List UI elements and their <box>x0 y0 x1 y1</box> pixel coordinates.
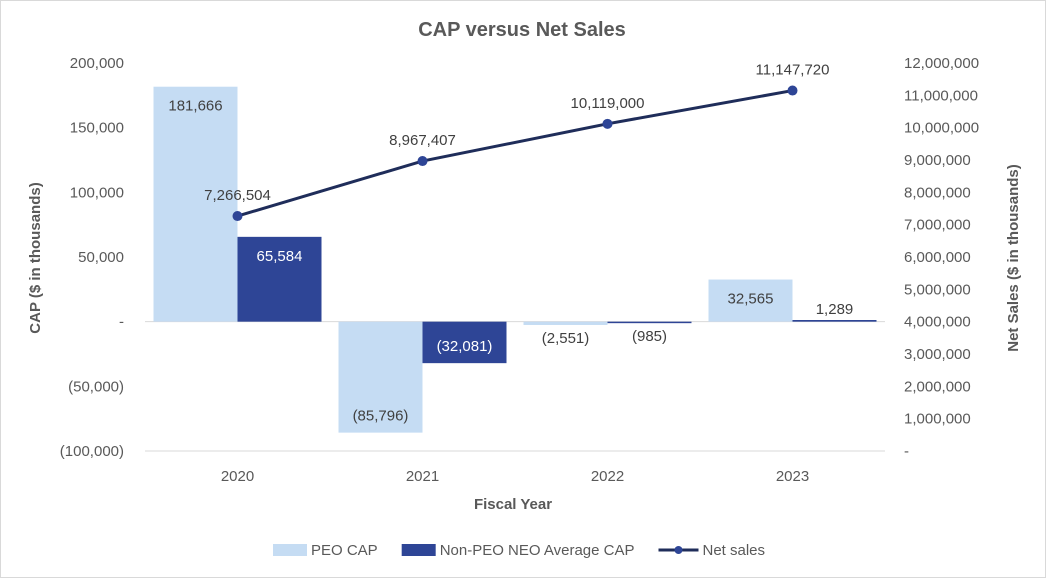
legend-marker <box>674 546 683 554</box>
net-sales-marker-2023 <box>787 85 798 96</box>
line-data-label: 11,147,720 <box>756 62 830 79</box>
y2-tick-label: 4,000,000 <box>904 314 971 331</box>
y2-tick-label: 11,000,000 <box>904 87 978 104</box>
bar-peo-cap-2023 <box>708 279 793 322</box>
chart-title: CAP versus Net Sales <box>418 19 626 41</box>
bar-non-peo-neo-average-cap-2022 <box>607 321 692 324</box>
line-data-label: 7,266,504 <box>204 187 271 204</box>
y2-tick-label: 12,000,000 <box>904 55 979 72</box>
line-data-label: 8,967,407 <box>389 132 456 149</box>
bar-non-peo-neo-average-cap-2020 <box>237 236 322 322</box>
y2-tick-label: 3,000,000 <box>904 346 971 363</box>
bar-data-label: 181,666 <box>168 98 222 115</box>
net-sales-marker-2021 <box>417 156 428 167</box>
data-labels: 181,666 (85,796) (2,551) 32,565 65,584 (32,08… <box>168 62 853 425</box>
bar-data-label: (2,551) <box>542 330 590 347</box>
bars <box>153 86 877 433</box>
legend-label: PEO CAP <box>311 542 378 559</box>
net-sales-line <box>232 85 798 222</box>
x-tick-label: 2023 <box>776 468 809 485</box>
legend-label: Net sales <box>703 542 766 559</box>
net-sales-polyline <box>237 89 793 218</box>
y-tick-label: 150,000 <box>70 120 124 137</box>
y-tick-label: (50,000) <box>68 378 124 395</box>
y2-tick-label: 9,000,000 <box>904 152 971 169</box>
x-axis-title: Fiscal Year <box>474 496 552 513</box>
bar-peo-cap-2020 <box>153 86 238 322</box>
y2-tick-label: 8,000,000 <box>904 184 971 201</box>
axes: (100,000) (50,000) - 50,000 100,000 150,000 20… <box>60 55 979 485</box>
bar-data-label: 1,289 <box>816 301 854 318</box>
x-tick-label: 2020 <box>221 468 254 485</box>
y-tick-label: 200,000 <box>70 55 124 72</box>
bar-non-peo-neo-average-cap-2023 <box>792 319 877 322</box>
y2-tick-label: 2,000,000 <box>904 378 971 395</box>
y2-tick-label: - <box>904 443 909 460</box>
y2-tick-label: 1,000,000 <box>904 411 971 428</box>
bar-peo-cap-2022 <box>523 321 608 325</box>
net-sales-marker-2020 <box>232 211 243 222</box>
bar-data-label: (985) <box>632 328 667 345</box>
net-sales-marker-2022 <box>602 118 613 129</box>
y-tick-label: - <box>119 314 124 331</box>
x-tick-label: 2021 <box>406 468 439 485</box>
bar-data-label: 65,584 <box>257 248 303 265</box>
y2-tick-label: 5,000,000 <box>904 281 971 298</box>
legend: PEO CAP Non-PEO NEO Average CAP Net sales <box>273 542 765 559</box>
legend-swatch <box>273 544 307 556</box>
y2-tick-label: 10,000,000 <box>904 120 979 137</box>
bar-data-label: 32,565 <box>728 291 774 308</box>
y-axis-title: CAP ($ in thousands) <box>27 182 44 333</box>
bar-non-peo-neo-average-cap-2021 <box>422 321 507 364</box>
y-tick-label: 50,000 <box>78 249 124 266</box>
y2-tick-label: 6,000,000 <box>904 249 971 266</box>
legend-label: Non-PEO NEO Average CAP <box>440 542 635 559</box>
y2-tick-label: 7,000,000 <box>904 217 971 234</box>
y2-axis-title: Net Sales ($ in thousands) <box>1005 164 1022 352</box>
legend-swatch <box>401 544 436 556</box>
y-tick-label: 100,000 <box>70 184 124 201</box>
x-tick-label: 2022 <box>591 468 624 485</box>
bar-data-label: (85,796) <box>353 408 409 425</box>
line-data-label: 10,119,000 <box>571 95 645 112</box>
bar-data-label: (32,081) <box>437 338 493 355</box>
y-tick-label: (100,000) <box>60 443 124 460</box>
bar-peo-cap-2021 <box>338 321 423 433</box>
